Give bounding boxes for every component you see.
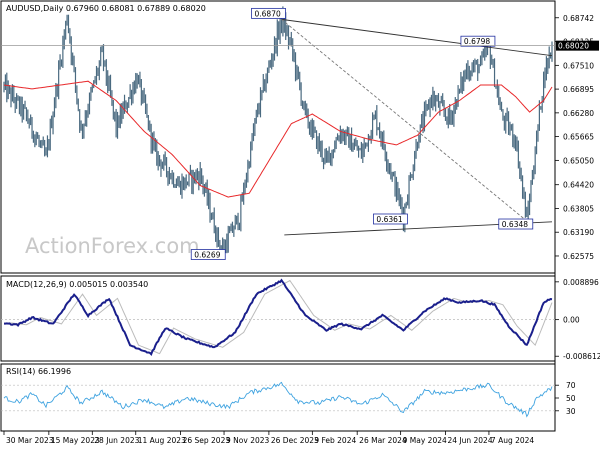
price-annotation-label: 0.6798 bbox=[464, 37, 490, 46]
x-tick-label: 24 Jun 2024 bbox=[447, 436, 492, 445]
trendline bbox=[281, 19, 528, 222]
rsi-y-axis: 70 50 30 bbox=[555, 381, 576, 416]
x-tick-label: 11 Aug 2023 bbox=[138, 436, 186, 445]
x-tick-label: 26 Mar 2024 bbox=[359, 436, 407, 445]
macd-tick-label: -0.008612 bbox=[563, 352, 600, 361]
price-annotation-label: 0.6870 bbox=[255, 9, 281, 18]
rsi-tick-label: 50 bbox=[566, 394, 576, 403]
watermark: ActionForex.com bbox=[25, 234, 200, 258]
rsi-panel-frame bbox=[0, 363, 556, 432]
macd-tick-label: 0.00 bbox=[563, 316, 580, 325]
price-annotation-box bbox=[251, 7, 286, 19]
macd-label: MACD(12,26,9) 0.005015 0.003540 bbox=[6, 280, 148, 289]
price-annotation-label: 0.6361 bbox=[376, 215, 402, 224]
main-y-axis: 0.687420.681250.675100.668950.662800.656… bbox=[555, 14, 594, 261]
x-tick-label: 9 Feb 2024 bbox=[314, 436, 356, 445]
main-bars bbox=[3, 6, 553, 259]
y-tick-label: 0.63805 bbox=[563, 204, 594, 213]
rsi-level-lines bbox=[1, 384, 555, 412]
x-tick-label: 26 Dec 2023 bbox=[271, 436, 319, 445]
price-annotation-box bbox=[498, 218, 534, 230]
x-tick-label: 26 Sep 2023 bbox=[183, 436, 231, 445]
moving-average-line bbox=[3, 80, 553, 198]
y-tick-label: 0.65050 bbox=[563, 156, 594, 165]
macd-line bbox=[4, 278, 553, 357]
trendline bbox=[281, 18, 553, 57]
price-annotation-label: 0.6348 bbox=[502, 220, 528, 229]
price-annotation-label: 0.6269 bbox=[194, 251, 220, 260]
rsi-line bbox=[3, 381, 553, 418]
price-annotation-box bbox=[373, 213, 408, 225]
y-tick-label: 0.66280 bbox=[563, 109, 594, 118]
y-tick-label: 0.67510 bbox=[563, 61, 594, 70]
x-tick-label: 28 Jun 2023 bbox=[94, 436, 139, 445]
y-tick-label: 0.65665 bbox=[563, 133, 594, 142]
x-tick-label: 15 May 2023 bbox=[51, 436, 100, 445]
y-tick-label: 0.68742 bbox=[563, 14, 594, 23]
x-tick-label: 30 Mar 2023 bbox=[6, 436, 54, 445]
main-header: AUDUSD,Daily 0.67960 0.68081 0.67889 0.6… bbox=[6, 4, 206, 13]
macd-y-axis: 0.008896 0.00 -0.008612 bbox=[555, 278, 600, 361]
y-tick-label: 0.63190 bbox=[563, 228, 594, 237]
y-tick-label: 0.64420 bbox=[563, 181, 594, 190]
price-annotation-box bbox=[190, 249, 226, 260]
y-tick-label: 0.62575 bbox=[563, 252, 594, 261]
x-tick-label: 7 Aug 2024 bbox=[491, 436, 534, 445]
x-tick-label: 9 Nov 2023 bbox=[226, 436, 269, 445]
macd-signal-line bbox=[4, 279, 553, 355]
macd-tick-label: 0.008896 bbox=[563, 278, 599, 287]
price-annotations: 0.6870 0.6798 0.6361 0.6348 0.6269 bbox=[190, 7, 534, 260]
rsi-label: RSI(14) 66.1996 bbox=[6, 367, 71, 376]
last-price-label: 0.68020 bbox=[558, 42, 589, 51]
rsi-tick-label: 30 bbox=[566, 407, 576, 416]
price-annotation-box bbox=[460, 35, 496, 47]
rsi-tick-label: 70 bbox=[566, 381, 576, 390]
last-price-box bbox=[556, 40, 599, 51]
y-tick-label: 0.66895 bbox=[563, 85, 594, 94]
x-tick-label: 9 May 2024 bbox=[403, 436, 447, 445]
